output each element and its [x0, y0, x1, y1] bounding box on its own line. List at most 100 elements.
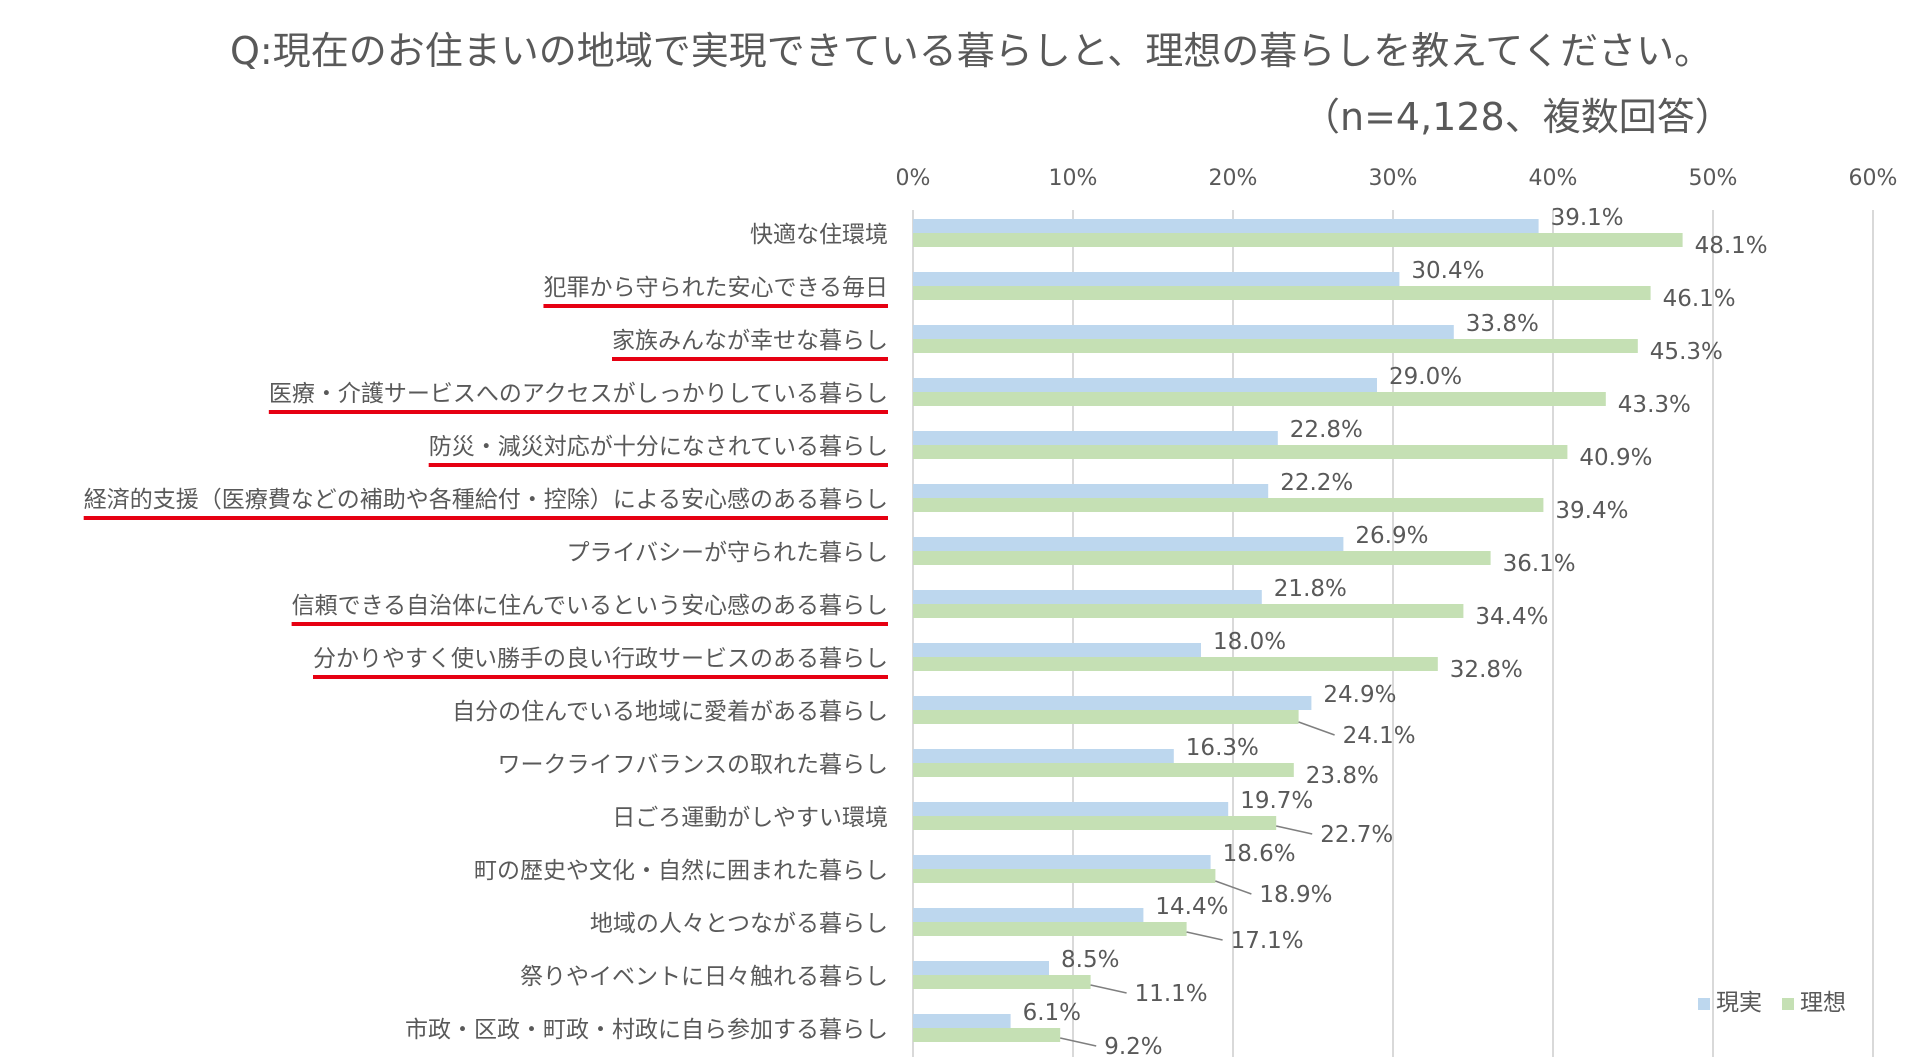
x-tick-label: 60% [1849, 166, 1898, 191]
category-label: 経済的支援（医療費などの補助や各種給付・控除）による安心感のある暮らし [84, 487, 888, 513]
bar-理想 [913, 922, 1187, 936]
bar-現実 [913, 908, 1144, 922]
bar-現実 [913, 431, 1278, 445]
bar-理想 [913, 233, 1683, 247]
data-label-現実: 19.7% [1240, 788, 1313, 814]
bar-理想 [913, 710, 1299, 724]
bar-現実 [913, 802, 1229, 816]
chart-subtitle: （n=4,128、複数回答） [1302, 95, 1733, 139]
category-label: プライバシーが守られた暮らし [566, 540, 888, 566]
legend-label-現実: 現実 [1716, 990, 1762, 1016]
bar-現実 [913, 961, 1049, 975]
bar-理想 [913, 763, 1294, 777]
data-label-現実: 24.9% [1323, 682, 1396, 708]
legend-swatch-理想 [1782, 998, 1794, 1010]
data-label-現実: 33.8% [1466, 311, 1539, 337]
data-label-理想: 48.1% [1695, 233, 1768, 259]
data-label-理想: 24.1% [1343, 723, 1416, 749]
bar-現実 [913, 590, 1262, 604]
x-tick-label: 50% [1689, 166, 1738, 191]
x-tick-label: 40% [1529, 166, 1578, 191]
data-label-理想: 11.1% [1135, 981, 1208, 1007]
category-label: 犯罪から守られた安心できる毎日 [543, 275, 888, 301]
data-label-現実: 26.9% [1355, 523, 1428, 549]
x-tick-label: 0% [896, 166, 931, 191]
bar-現実 [913, 219, 1539, 233]
data-label-理想: 40.9% [1579, 445, 1652, 471]
data-label-理想: 34.4% [1475, 604, 1548, 630]
data-label-理想: 36.1% [1503, 551, 1576, 577]
data-label-理想: 23.8% [1306, 763, 1379, 789]
bar-理想 [913, 551, 1491, 565]
category-label: 防災・減災対応が十分になされている暮らし [429, 434, 888, 460]
leader-line [1060, 1037, 1097, 1047]
x-tick-label: 20% [1209, 166, 1258, 191]
bar-理想 [913, 869, 1216, 883]
category-label: 自分の住んでいる地域に愛着がある暮らし [452, 699, 888, 725]
bar-現実 [913, 484, 1269, 498]
category-label: 快適な住環境 [750, 222, 888, 248]
data-label-理想: 43.3% [1618, 392, 1691, 418]
leader-line [1276, 825, 1313, 835]
bar-現実 [913, 325, 1454, 339]
legend-swatch-現実 [1698, 998, 1710, 1010]
leader-line [1090, 984, 1127, 994]
bar-現実 [913, 643, 1201, 657]
bar-理想 [913, 445, 1568, 459]
category-label: 祭りやイベントに日々触れる暮らし [520, 964, 888, 990]
bar-理想 [913, 1028, 1061, 1042]
data-label-現実: 30.4% [1411, 258, 1484, 284]
bar-現実 [913, 378, 1377, 392]
chart-title: Q:現在のお住まいの地域で実現できている暮らしと、理想の暮らしを教えてください。 [230, 29, 1713, 73]
bar-理想 [913, 657, 1438, 671]
data-label-現実: 29.0% [1389, 364, 1462, 390]
leader-line [1215, 880, 1252, 895]
category-label: 地域の人々とつながる暮らし [590, 911, 888, 937]
data-label-理想: 18.9% [1259, 882, 1332, 908]
data-label-現実: 6.1% [1023, 1000, 1081, 1026]
data-label-現実: 18.0% [1213, 629, 1286, 655]
bar-現実 [913, 1014, 1011, 1028]
bar-現実 [913, 272, 1400, 286]
bar-理想 [913, 498, 1544, 512]
bar-理想 [913, 816, 1277, 830]
bar-理想 [913, 604, 1464, 618]
data-label-現実: 22.2% [1280, 470, 1353, 496]
data-label-理想: 45.3% [1650, 339, 1723, 365]
category-label: 信頼できる自治体に住んでいるという安心感のある暮らし [292, 593, 888, 619]
category-label: 医療・介護サービスへのアクセスがしっかりしている暮らし [269, 381, 888, 407]
bar-理想 [913, 392, 1606, 406]
data-label-理想: 39.4% [1555, 498, 1628, 524]
data-label-現実: 21.8% [1274, 576, 1347, 602]
category-label: 町の歴史や文化・自然に囲まれた暮らし [474, 858, 888, 884]
bar-理想 [913, 286, 1651, 300]
category-label: 分かりやすく使い勝手の良い行政サービスのある暮らし [313, 646, 888, 672]
legend-label-理想: 理想 [1800, 990, 1846, 1016]
data-label-理想: 46.1% [1663, 286, 1736, 312]
leader-line [1298, 721, 1335, 736]
data-label-理想: 22.7% [1320, 822, 1393, 848]
data-label-現実: 14.4% [1155, 894, 1228, 920]
bar-現実 [913, 696, 1312, 710]
data-label-現実: 18.6% [1223, 841, 1296, 867]
category-label: 家族みんなが幸せな暮らし [612, 328, 888, 354]
bar-理想 [913, 339, 1638, 353]
data-label-理想: 32.8% [1450, 657, 1523, 683]
bar-理想 [913, 975, 1091, 989]
data-label-現実: 22.8% [1290, 417, 1363, 443]
bar-現実 [913, 537, 1344, 551]
category-label: 日ごろ運動がしやすい環境 [612, 805, 888, 831]
category-label: ワークライフバランスの取れた暮らし [497, 752, 888, 778]
x-tick-label: 30% [1369, 166, 1418, 191]
category-label: 市政・区政・町政・村政に自ら参加する暮らし [405, 1017, 888, 1043]
leader-line [1186, 931, 1223, 941]
data-label-理想: 9.2% [1104, 1034, 1162, 1057]
bar-現実 [913, 749, 1174, 763]
data-label-現実: 16.3% [1186, 735, 1259, 761]
bar-現実 [913, 855, 1211, 869]
data-label-現実: 39.1% [1551, 205, 1624, 231]
data-label-理想: 17.1% [1231, 928, 1304, 954]
data-label-現実: 8.5% [1061, 947, 1119, 973]
x-tick-label: 10% [1049, 166, 1098, 191]
